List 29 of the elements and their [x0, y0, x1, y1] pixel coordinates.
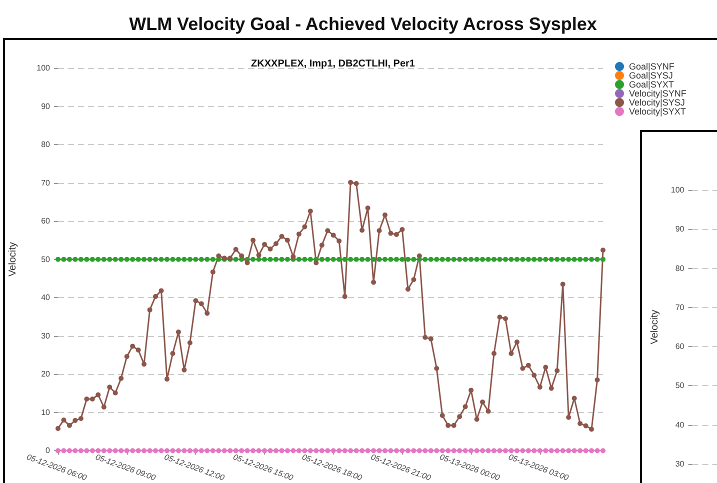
- y-tick-label: 70: [41, 178, 51, 188]
- legend-label: Goal|SYNF: [629, 62, 675, 72]
- chart-title: WLM Velocity Goal - Achieved Velocity Across Sysplex: [129, 14, 597, 34]
- y-tick-label: 70: [675, 302, 685, 312]
- chart-subtitle: ZKXXPLEX, Imp1, DB2CTLHI, Per1: [251, 58, 416, 70]
- y-tick-label: 50: [675, 381, 685, 390]
- y-tick-label: 90: [41, 102, 51, 111]
- y-tick-label: 40: [41, 293, 51, 302]
- y-tick-label: 90: [675, 224, 685, 234]
- y-tick-label: 30: [41, 331, 51, 340]
- y-axis-title: Velocity: [8, 242, 18, 277]
- legend-label: Velocity|SYXT: [629, 106, 686, 116]
- y-axis-title: Velocity: [650, 310, 660, 344]
- y-tick-label: 100: [36, 64, 51, 72]
- y-tick-label: 80: [675, 264, 685, 273]
- y-tick-label: 100: [670, 186, 685, 194]
- legend-label: Velocity|SYNF: [629, 88, 687, 98]
- y-tick-label: 60: [41, 216, 51, 226]
- y-tick-label: 80: [41, 140, 51, 150]
- y-tick-label: 60: [675, 342, 685, 352]
- y-tick-label: 10: [41, 408, 51, 417]
- y-tick-label: 0: [46, 446, 51, 456]
- y-tick-label: 50: [41, 254, 51, 264]
- y-tick-label: 40: [675, 420, 685, 430]
- legend-label: Goal|SYXT: [629, 80, 674, 90]
- legend-label: Velocity|SYSJ: [629, 98, 685, 108]
- legend-label: Goal|SYSJ: [629, 70, 673, 80]
- y-tick-label: 30: [675, 460, 685, 468]
- y-tick-label: 20: [41, 370, 51, 379]
